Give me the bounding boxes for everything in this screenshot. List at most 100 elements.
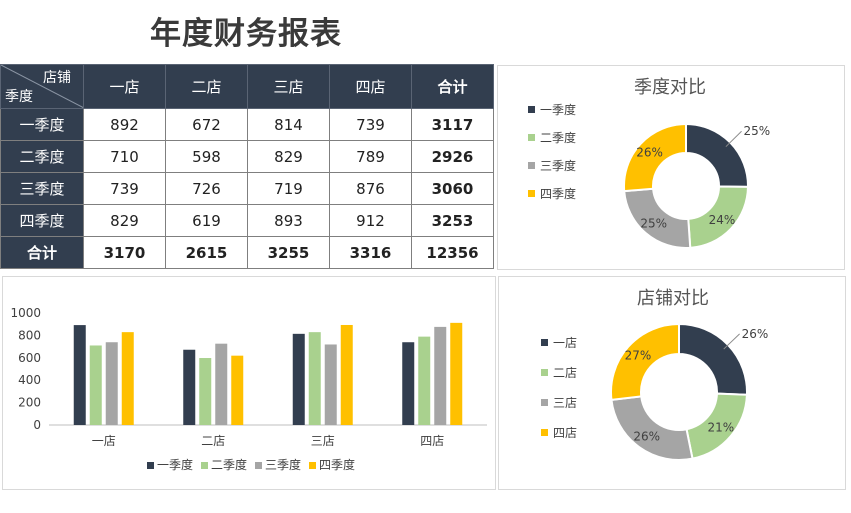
table-row: 三季度 739 726 719 876 3060 bbox=[0, 172, 494, 205]
bar-chart-panel: 0 200 400 600 800 1000 一店 二店 三店 四店 一季度 二季度 三季度 四季度 bbox=[2, 276, 496, 490]
y-tick-label: 0 bbox=[33, 418, 41, 432]
donut-slice bbox=[678, 322, 748, 396]
table-cell-grand-total: 12356 bbox=[411, 236, 494, 269]
legend-swatch bbox=[528, 106, 535, 113]
bar bbox=[73, 325, 86, 425]
table-cell: 619 bbox=[165, 204, 248, 237]
bar bbox=[418, 336, 431, 425]
table-cell: 912 bbox=[329, 204, 412, 237]
table-cell: 814 bbox=[247, 108, 330, 141]
legend-swatch bbox=[541, 339, 548, 346]
row-header-total: 合计 bbox=[0, 236, 84, 269]
bar bbox=[434, 326, 447, 425]
table-cell-total: 3253 bbox=[411, 204, 494, 237]
bar bbox=[231, 355, 244, 425]
bar bbox=[121, 332, 134, 425]
table-header-row: 店铺 季度 一店 二店 三店 四店 合计 bbox=[0, 64, 494, 109]
x-tick-label: 一店 bbox=[92, 434, 116, 448]
legend-swatch bbox=[528, 134, 535, 141]
data-label: 25% bbox=[744, 124, 771, 138]
y-tick-label: 600 bbox=[18, 351, 41, 365]
data-label: 25% bbox=[640, 217, 667, 231]
y-tick-label: 800 bbox=[18, 328, 41, 342]
legend-swatch bbox=[528, 190, 535, 197]
x-tick-label: 四店 bbox=[420, 434, 444, 448]
bar bbox=[324, 344, 337, 425]
legend-swatch bbox=[541, 399, 548, 406]
legend-label: 一店 bbox=[553, 336, 577, 350]
table-cell: 789 bbox=[329, 140, 412, 173]
table-cell-total: 2615 bbox=[165, 236, 248, 269]
legend-label: 四季度 bbox=[540, 186, 576, 201]
row-header: 一季度 bbox=[0, 108, 84, 141]
legend-label: 二店 bbox=[553, 366, 577, 380]
quarter-donut-panel: 季度对比 一季度 二季度 三季度 四季度 25% 24% 25% 26% bbox=[497, 65, 845, 270]
legend-swatch bbox=[528, 162, 535, 169]
legend-swatch bbox=[201, 462, 208, 469]
legend-label: 二季度 bbox=[211, 457, 247, 472]
x-tick-label: 三店 bbox=[311, 434, 335, 448]
row-header: 四季度 bbox=[0, 204, 84, 237]
table-cell: 829 bbox=[247, 140, 330, 173]
table-cell: 598 bbox=[165, 140, 248, 173]
bar bbox=[308, 332, 321, 425]
legend-label: 四季度 bbox=[319, 457, 355, 472]
column-header: 一店 bbox=[83, 64, 166, 109]
data-label: 26% bbox=[636, 145, 663, 159]
table-cell: 726 bbox=[165, 172, 248, 205]
table-cell: 892 bbox=[83, 108, 166, 141]
table-row-total: 合计 3170 2615 3255 3316 12356 bbox=[0, 236, 494, 269]
table-cell-total: 3117 bbox=[411, 108, 494, 141]
corner-diagonal bbox=[1, 65, 83, 108]
table-row: 二季度 710 598 829 789 2926 bbox=[0, 140, 494, 173]
y-tick-label: 200 bbox=[18, 396, 41, 410]
bar bbox=[402, 342, 415, 425]
bar bbox=[292, 333, 305, 425]
page-title: 年度财务报表 bbox=[150, 16, 342, 52]
legend-swatch bbox=[255, 462, 262, 469]
legend-label: 一季度 bbox=[540, 102, 576, 117]
data-label: 26% bbox=[742, 327, 769, 341]
table-cell: 710 bbox=[83, 140, 166, 173]
column-header: 二店 bbox=[165, 64, 248, 109]
data-label: 26% bbox=[633, 430, 660, 444]
data-label-leader bbox=[725, 130, 742, 148]
donut-slice bbox=[610, 322, 680, 401]
donut-slice bbox=[623, 122, 687, 193]
bar bbox=[89, 345, 102, 425]
legend-swatch bbox=[541, 429, 548, 436]
bar bbox=[183, 349, 196, 425]
legend-label: 三季度 bbox=[265, 457, 301, 472]
data-label: 27% bbox=[625, 348, 652, 362]
bar bbox=[215, 343, 228, 425]
row-header: 二季度 bbox=[0, 140, 84, 173]
table-cell: 719 bbox=[247, 172, 330, 205]
bar bbox=[105, 342, 118, 425]
bar bbox=[199, 358, 212, 425]
column-header: 四店 bbox=[329, 64, 412, 109]
legend-swatch bbox=[147, 462, 154, 469]
legend-swatch bbox=[309, 462, 316, 469]
legend-label: 二季度 bbox=[540, 130, 576, 145]
chart-title: 季度对比 bbox=[634, 77, 706, 98]
column-header-total: 合计 bbox=[411, 64, 494, 109]
table-cell-total: 3060 bbox=[411, 172, 494, 205]
y-tick-label: 400 bbox=[18, 373, 41, 387]
table-row: 四季度 829 619 893 912 3253 bbox=[0, 204, 494, 237]
table-cell: 876 bbox=[329, 172, 412, 205]
data-label-leader bbox=[723, 333, 740, 350]
table-cell: 672 bbox=[165, 108, 248, 141]
data-label: 21% bbox=[708, 421, 735, 435]
corner-label-quarter: 季度 bbox=[5, 89, 33, 105]
table-corner-cell: 店铺 季度 bbox=[0, 64, 84, 109]
legend-label: 一季度 bbox=[157, 457, 193, 472]
legend-label: 四店 bbox=[553, 426, 577, 440]
table-row: 一季度 892 672 814 739 3117 bbox=[0, 108, 494, 141]
row-header: 三季度 bbox=[0, 172, 84, 205]
donut-slice bbox=[610, 395, 694, 461]
legend-swatch bbox=[541, 369, 548, 376]
legend-label: 三季度 bbox=[540, 158, 576, 173]
